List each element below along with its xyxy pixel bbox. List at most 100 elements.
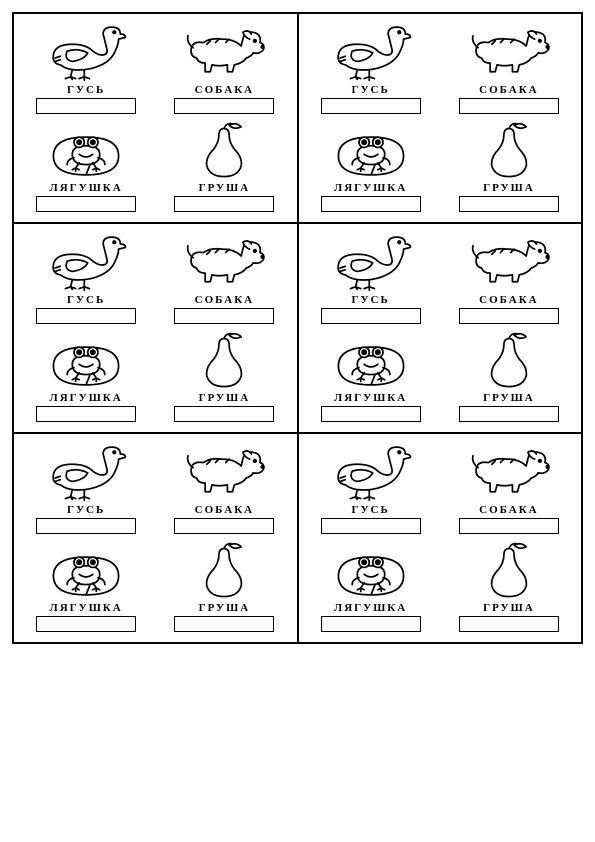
answer-blank[interactable] [459,406,559,422]
item-frog: ЛЯГУШКА [305,330,437,422]
answer-blank[interactable] [321,308,421,324]
worksheet-card: ГУСЬ СОБАКА ЛЯГУШКА ГРУША [298,223,583,433]
answer-blank[interactable] [174,196,274,212]
pear-label: ГРУША [483,182,535,194]
worksheet-card: ГУСЬ СОБАКА ЛЯГУШКА ГРУША [298,13,583,223]
dog-label: СОБАКА [195,84,255,96]
frog-icon [321,120,421,180]
item-frog: ЛЯГУШКА [20,540,152,632]
pear-icon [459,330,559,390]
item-frog: ЛЯГУШКА [305,120,437,212]
answer-blank[interactable] [321,196,421,212]
item-dog: СОБАКА [158,22,290,114]
answer-blank[interactable] [321,406,421,422]
goose-label: ГУСЬ [351,504,389,516]
frog-label: ЛЯГУШКА [50,392,123,404]
frog-icon [36,540,136,600]
pear-label: ГРУША [199,602,251,614]
dog-icon [459,442,559,502]
dog-icon [174,232,274,292]
worksheet-card: ГУСЬ СОБАКА ЛЯГУШКА ГРУША [13,13,298,223]
pear-icon [459,120,559,180]
item-goose: ГУСЬ [305,232,437,324]
frog-label: ЛЯГУШКА [50,602,123,614]
goose-icon [321,232,421,292]
pear-icon [459,540,559,600]
item-pear: ГРУША [158,540,290,632]
answer-blank[interactable] [36,98,136,114]
item-goose: ГУСЬ [305,442,437,534]
item-pear: ГРУША [158,120,290,212]
dog-label: СОБАКА [479,504,539,516]
goose-label: ГУСЬ [351,84,389,96]
answer-blank[interactable] [174,308,274,324]
item-pear: ГРУША [443,120,575,212]
goose-icon [321,22,421,82]
item-pear: ГРУША [443,330,575,422]
answer-blank[interactable] [174,406,274,422]
frog-label: ЛЯГУШКА [334,182,407,194]
answer-blank[interactable] [36,406,136,422]
answer-blank[interactable] [36,196,136,212]
dog-icon [174,22,274,82]
dog-label: СОБАКА [479,84,539,96]
pear-label: ГРУША [483,392,535,404]
answer-blank[interactable] [174,518,274,534]
dog-icon [459,232,559,292]
frog-label: ЛЯГУШКА [334,602,407,614]
answer-blank[interactable] [36,518,136,534]
worksheet-card: ГУСЬ СОБАКА ЛЯГУШКА ГРУША [13,433,298,643]
item-dog: СОБАКА [158,232,290,324]
goose-label: ГУСЬ [67,294,105,306]
item-pear: ГРУША [158,330,290,422]
answer-blank[interactable] [36,308,136,324]
goose-icon [36,232,136,292]
answer-blank[interactable] [321,518,421,534]
worksheet-card: ГУСЬ СОБАКА ЛЯГУШКА ГРУША [298,433,583,643]
dog-label: СОБАКА [195,294,255,306]
frog-icon [36,120,136,180]
item-dog: СОБАКА [443,232,575,324]
goose-label: ГУСЬ [67,504,105,516]
goose-icon [36,22,136,82]
pear-icon [174,330,274,390]
answer-blank[interactable] [459,308,559,324]
item-goose: ГУСЬ [20,442,152,534]
item-goose: ГУСЬ [20,232,152,324]
frog-icon [321,330,421,390]
item-frog: ЛЯГУШКА [305,540,437,632]
item-goose: ГУСЬ [20,22,152,114]
answer-blank[interactable] [174,98,274,114]
item-frog: ЛЯГУШКА [20,330,152,422]
dog-label: СОБАКА [479,294,539,306]
worksheet-page: ГУСЬ СОБАКА ЛЯГУШКА ГРУША [0,0,595,656]
answer-blank[interactable] [36,616,136,632]
item-dog: СОБАКА [443,442,575,534]
item-pear: ГРУША [443,540,575,632]
answer-blank[interactable] [459,98,559,114]
item-frog: ЛЯГУШКА [20,120,152,212]
goose-label: ГУСЬ [351,294,389,306]
answer-blank[interactable] [321,98,421,114]
goose-label: ГУСЬ [67,84,105,96]
pear-label: ГРУША [199,182,251,194]
frog-label: ЛЯГУШКА [334,392,407,404]
card-grid: ГУСЬ СОБАКА ЛЯГУШКА ГРУША [12,12,583,644]
item-dog: СОБАКА [443,22,575,114]
item-goose: ГУСЬ [305,22,437,114]
answer-blank[interactable] [459,518,559,534]
frog-label: ЛЯГУШКА [50,182,123,194]
worksheet-card: ГУСЬ СОБАКА ЛЯГУШКА ГРУША [13,223,298,433]
answer-blank[interactable] [174,616,274,632]
answer-blank[interactable] [321,616,421,632]
answer-blank[interactable] [459,616,559,632]
dog-icon [459,22,559,82]
goose-icon [36,442,136,502]
goose-icon [321,442,421,502]
answer-blank[interactable] [459,196,559,212]
pear-label: ГРУША [483,602,535,614]
pear-icon [174,120,274,180]
frog-icon [321,540,421,600]
dog-icon [174,442,274,502]
pear-icon [174,540,274,600]
